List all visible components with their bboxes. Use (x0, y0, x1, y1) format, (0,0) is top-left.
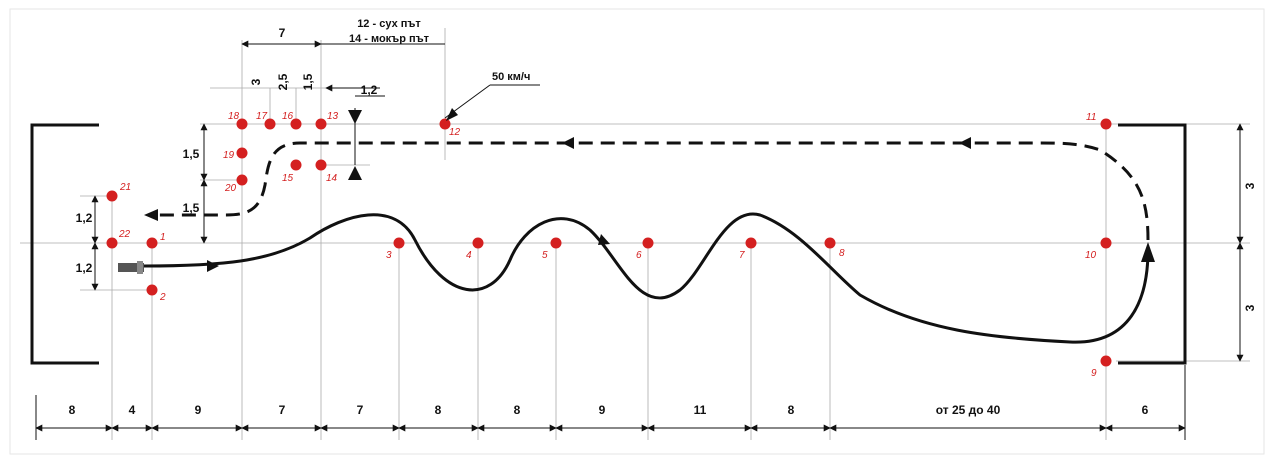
arrow-left-icon (959, 137, 971, 149)
bottom-dimension-labels: 8 4 9 7 7 8 8 9 11 8 от 25 до 40 6 (69, 403, 1149, 417)
dimension-label: от 25 до 40 (936, 403, 1001, 417)
marker-11 (1100, 118, 1112, 130)
marker-label: 5 (542, 250, 548, 261)
marker-16 (290, 118, 302, 130)
marker-label: 15 (282, 173, 294, 184)
marker-label: 2 (159, 292, 166, 303)
marker-label: 19 (223, 150, 235, 161)
top-dimension-lines (241, 40, 540, 180)
offset-label: 1,2 (361, 83, 378, 97)
marker-21 (106, 190, 118, 202)
guide-lines (20, 28, 1250, 440)
gate-length-label: 7 (279, 26, 286, 40)
segment-label: 3 (249, 78, 263, 85)
dimension-label: 11 (694, 403, 707, 417)
right-dimension-label: 3 (1243, 182, 1257, 189)
marker-label: 11 (1086, 112, 1096, 123)
marker-label: 4 (466, 250, 472, 261)
marker-label: 17 (256, 111, 268, 122)
dimension-label: 9 (599, 403, 606, 417)
marker-6 (642, 237, 654, 249)
solid-trajectory (143, 212, 1150, 344)
marker-5 (550, 237, 562, 249)
marker-label: 8 (839, 248, 845, 259)
marker-10 (1100, 237, 1112, 249)
arrow-up-icon (1141, 242, 1155, 262)
marker-label: 10 (1085, 250, 1097, 261)
speed-note: 50 км/ч (492, 71, 530, 83)
gate-width-label: 1,5 (183, 147, 200, 161)
dimension-label: 7 (357, 403, 364, 417)
marker-label: 21 (119, 182, 131, 193)
right-dimension-label: 3 (1243, 304, 1257, 311)
gate-width-label: 1,5 (183, 201, 200, 215)
dry-road-note: 12 - сух път (357, 18, 421, 30)
marker-label: 14 (326, 173, 338, 184)
arrow-down-right-icon (598, 234, 610, 245)
dimension-label: 8 (69, 403, 76, 417)
dimension-label: 4 (129, 403, 136, 417)
marker-12 (439, 118, 451, 130)
marker-label: 12 (449, 127, 461, 138)
marker-17 (264, 118, 276, 130)
marker-2 (146, 284, 158, 296)
marker-labels: 1 2 3 4 5 6 7 8 9 10 11 12 13 14 15 16 1… (118, 111, 1097, 379)
left-dimension-lines (91, 123, 208, 291)
dimension-label: 8 (435, 403, 442, 417)
wet-road-note: 14 - мокър път (349, 33, 430, 45)
frame-border (9, 8, 1265, 455)
direction-arrows (144, 137, 1155, 272)
bottom-dimension-chain (35, 365, 1186, 440)
marker-9 (1100, 355, 1112, 367)
marker-22 (106, 237, 118, 249)
dimension-label: 7 (279, 403, 286, 417)
marker-14 (315, 159, 327, 171)
marker-1 (146, 237, 158, 249)
arrow-left-icon (562, 137, 574, 149)
arrow-right-icon (207, 260, 219, 272)
marker-15 (290, 159, 302, 171)
marker-13 (315, 118, 327, 130)
car-icon (118, 261, 144, 274)
marker-label: 7 (739, 250, 745, 261)
gate-barriers (30, 123, 1187, 365)
marker-label: 1 (160, 232, 166, 243)
marker-label: 9 (1091, 368, 1097, 379)
marker-3 (393, 237, 405, 249)
marker-20 (236, 174, 248, 186)
start-offset-label: 1,2 (76, 211, 93, 225)
dimension-label: 9 (195, 403, 202, 417)
marker-label: 16 (282, 111, 294, 122)
markers (106, 118, 1112, 367)
arrow-left-icon (144, 209, 158, 221)
start-offset-label: 1,2 (76, 261, 93, 275)
marker-7 (745, 237, 757, 249)
dimension-label: 6 (1142, 403, 1149, 417)
marker-18 (236, 118, 248, 130)
marker-19 (236, 147, 248, 159)
marker-label: 6 (636, 250, 642, 261)
marker-label: 20 (224, 183, 237, 194)
dimension-label: 8 (514, 403, 521, 417)
marker-8 (824, 237, 836, 249)
segment-label: 1,5 (301, 73, 315, 90)
marker-label: 22 (118, 229, 131, 240)
dashed-trajectory (150, 141, 1150, 241)
marker-label: 13 (327, 111, 339, 122)
marker-label: 18 (228, 111, 240, 122)
marker-label: 3 (386, 250, 392, 261)
dimension-label: 8 (788, 403, 795, 417)
marker-4 (472, 237, 484, 249)
segment-label: 2,5 (276, 73, 290, 90)
